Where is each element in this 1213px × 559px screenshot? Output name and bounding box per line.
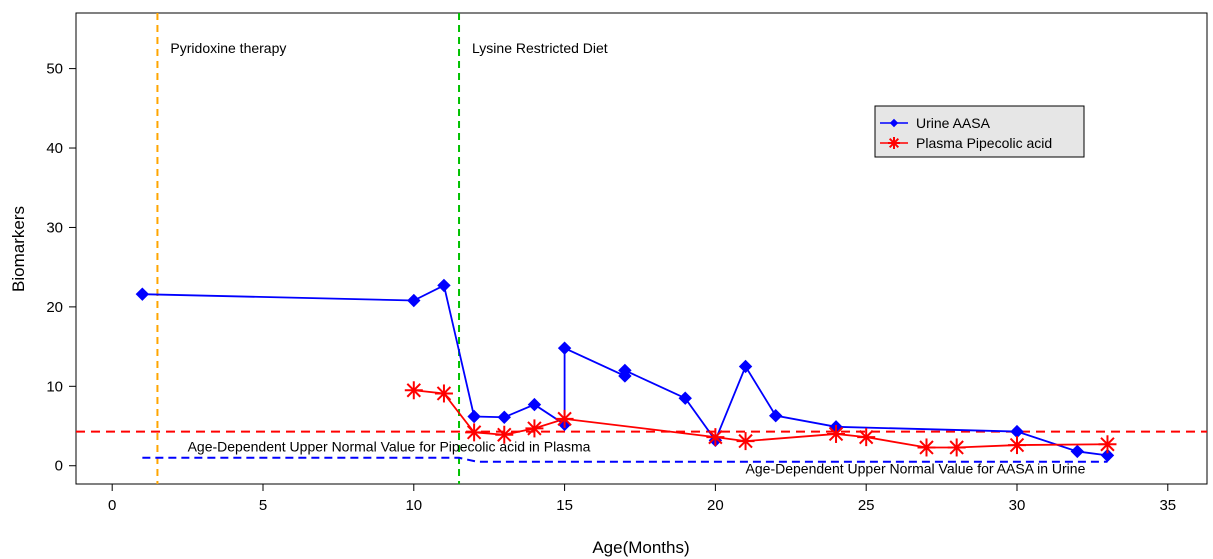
data-point — [678, 391, 692, 405]
data-point — [135, 287, 150, 301]
data-point — [404, 381, 423, 400]
series-2 — [404, 381, 1117, 457]
annotation-aasa-upper-normal: Age-Dependent Upper Normal Value for AAS… — [746, 461, 1086, 477]
data-point — [527, 397, 542, 412]
x-tick-label: 10 — [405, 497, 422, 514]
legend: Urine AASA Plasma Pipecolic acid — [874, 105, 1085, 158]
asterisk-stroke — [859, 429, 874, 445]
y-tick-label: 40 — [46, 140, 63, 157]
vertical-line-group: Pyridoxine therapy Lysine Restricted Diet — [156, 13, 608, 484]
asterisk-stroke — [738, 433, 753, 449]
data-point — [1100, 448, 1115, 463]
data-point — [557, 341, 572, 355]
asterisk-stroke — [888, 137, 900, 149]
x-tick-label: 35 — [1159, 497, 1176, 514]
data-point — [407, 293, 421, 308]
series-1 — [135, 278, 1115, 463]
x-tick-label: 5 — [259, 497, 267, 514]
vertical-line-label: Pyridoxine therapy — [170, 40, 286, 56]
data-point — [738, 359, 753, 374]
x-tick-label: 30 — [1009, 497, 1026, 514]
data-point — [437, 278, 451, 293]
data-point — [467, 409, 481, 424]
plot-frame — [75, 12, 1208, 485]
data-point — [827, 424, 846, 443]
data-point — [947, 438, 966, 457]
data-point — [495, 425, 514, 444]
y-tick-label: 30 — [46, 219, 63, 236]
x-tick-label: 25 — [858, 497, 875, 514]
data-point — [525, 419, 544, 438]
asterisk-stroke — [828, 426, 844, 442]
x-tick-label: 0 — [108, 497, 116, 514]
data-point — [555, 409, 574, 428]
y-tick-label: 50 — [46, 61, 63, 78]
asterisk-stroke — [436, 386, 452, 401]
data-point — [1098, 435, 1117, 454]
asterisk-stroke — [708, 429, 723, 445]
asterisk-stroke — [466, 425, 482, 440]
data-point — [1007, 436, 1026, 455]
y-axis: 0 10 20 30 40 50 — [46, 61, 76, 475]
aasa-reference — [142, 456, 1108, 463]
data-point — [465, 423, 484, 442]
data-point — [857, 428, 876, 447]
data-point — [1070, 444, 1085, 459]
data-point — [917, 438, 936, 457]
data-point — [736, 432, 755, 451]
y-tick-label: 10 — [46, 378, 63, 395]
y-tick-label: 0 — [55, 458, 63, 475]
asterisk-stroke — [557, 411, 572, 427]
data-point — [618, 363, 632, 378]
data-point — [497, 410, 511, 424]
data-point — [1010, 424, 1024, 439]
series-group — [135, 278, 1117, 463]
legend-label: Urine AASA — [916, 115, 991, 131]
annotation-group: Age-Dependent Upper Normal Value for Pip… — [188, 438, 1086, 476]
data-point — [769, 408, 783, 423]
x-tick-label: 15 — [556, 497, 573, 514]
x-axis-title: Age(Months) — [592, 538, 689, 557]
x-axis: 0 5 10 15 20 25 30 35 — [108, 484, 1176, 514]
asterisk-stroke — [1100, 437, 1115, 452]
reference-line-group — [76, 430, 1207, 463]
data-point — [434, 384, 453, 403]
legend-box — [874, 105, 1085, 158]
data-point — [706, 428, 725, 447]
asterisk-stroke — [406, 383, 421, 398]
vertical-line-label: Lysine Restricted Diet — [472, 40, 608, 56]
y-tick-label: 20 — [46, 299, 63, 316]
legend-swatch-marker — [889, 118, 899, 128]
asterisk-stroke — [497, 427, 512, 442]
asterisk-stroke — [949, 440, 964, 455]
asterisk-stroke — [1009, 437, 1025, 453]
asterisk-stroke — [919, 440, 934, 455]
y-axis-title: Biomarkers — [9, 206, 28, 292]
legend-label: Plasma Pipecolic acid — [916, 135, 1052, 151]
legend-swatch-marker — [888, 137, 900, 149]
x-tick-label: 20 — [707, 497, 724, 514]
annotation-pipecolic-upper-normal: Age-Dependent Upper Normal Value for Pip… — [188, 438, 591, 454]
asterisk-stroke — [527, 421, 542, 436]
